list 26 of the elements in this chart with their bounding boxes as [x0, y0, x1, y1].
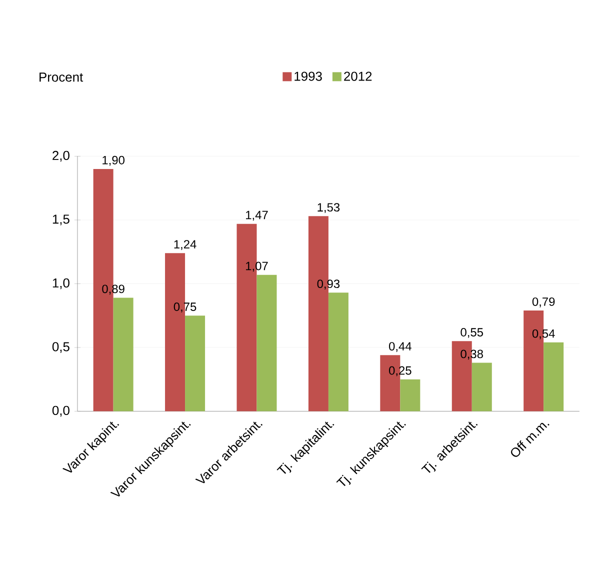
y-tick-label: 1,0 [52, 278, 70, 290]
data-label: 0,25 [389, 366, 412, 376]
legend-label: 2012 [344, 72, 372, 81]
bar [328, 292, 348, 412]
legend-label: 1993 [294, 72, 322, 81]
y-tick-label: 0,5 [52, 342, 70, 353]
bar [400, 379, 420, 412]
y-tick-label: 0,0 [52, 406, 70, 417]
y-tick-label: 2,0 [52, 150, 70, 162]
data-label: 0,75 [174, 302, 196, 312]
data-label: 1,47 [246, 210, 268, 221]
x-tick-label: Off m.m. [511, 422, 550, 457]
bar [256, 274, 277, 412]
bar [544, 342, 564, 412]
bar [185, 316, 206, 412]
data-label: 1,24 [174, 240, 196, 250]
y-tick-label: 1,5 [52, 214, 70, 226]
data-label: 0,79 [532, 297, 555, 308]
data-label: 1,90 [102, 156, 124, 166]
bar [113, 298, 134, 412]
data-label: 0,44 [389, 342, 412, 352]
data-label: 0,55 [460, 328, 484, 338]
bar [472, 362, 492, 412]
data-label: 0,89 [102, 284, 124, 295]
data-label: 1,53 [318, 203, 340, 213]
text: Procent [40, 72, 84, 82]
